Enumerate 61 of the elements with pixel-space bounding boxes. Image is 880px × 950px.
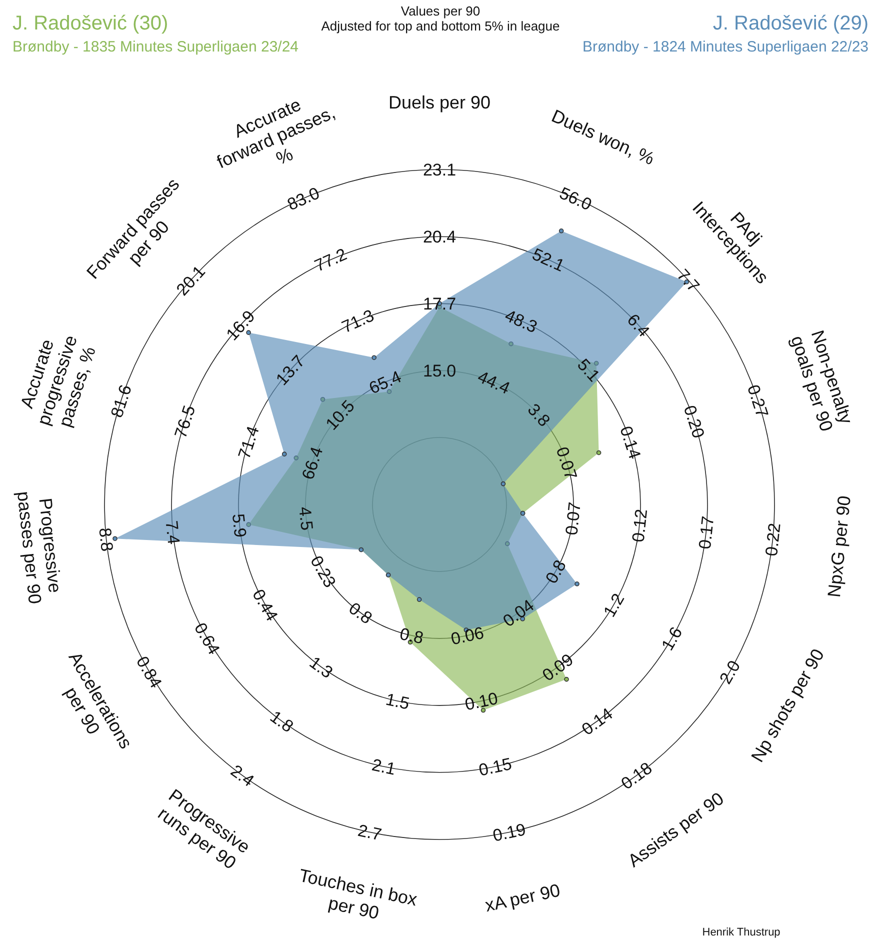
text: 0.8 bbox=[398, 624, 426, 648]
text: J. Radošević (30) bbox=[12, 12, 168, 34]
text: 8.8 bbox=[95, 526, 117, 552]
text: 0.18 bbox=[618, 758, 656, 794]
text: 0.8 bbox=[542, 556, 570, 587]
text: 1.5 bbox=[384, 690, 412, 714]
text: 2.1 bbox=[370, 755, 398, 779]
spoke-label: Touches in box per 90 bbox=[297, 865, 419, 924]
text: Brøndby - 1835 Minutes Superligaen 23/24 bbox=[12, 38, 299, 56]
text: 0.27 bbox=[743, 382, 772, 420]
text: 4.5 bbox=[295, 506, 316, 532]
text: 56.0 bbox=[556, 184, 595, 214]
text: 2.4 bbox=[227, 761, 258, 791]
text: 77.2 bbox=[312, 244, 350, 276]
text: 7.4 bbox=[162, 520, 184, 546]
text: 76.5 bbox=[170, 403, 200, 441]
text: 0.07 bbox=[562, 501, 584, 536]
text: 81.6 bbox=[107, 382, 136, 420]
text: 0.06 bbox=[449, 623, 486, 649]
text: 2.0 bbox=[716, 657, 744, 688]
text: 66.4 bbox=[298, 444, 327, 482]
text: 6.4 bbox=[623, 310, 654, 341]
text: 83.0 bbox=[284, 184, 322, 214]
text: 0.14 bbox=[616, 424, 644, 462]
chart-title: Values per 90 bbox=[400, 4, 480, 18]
text: 44.4 bbox=[474, 367, 513, 398]
text: 1.3 bbox=[306, 652, 336, 682]
text: 3.8 bbox=[524, 400, 554, 430]
text: 52.1 bbox=[529, 244, 568, 276]
spoke-label: NpxG per 90 bbox=[824, 494, 855, 598]
text: 48.3 bbox=[502, 306, 540, 337]
text: 5.9 bbox=[228, 512, 250, 538]
text: 1.2 bbox=[600, 590, 628, 620]
text: 0.07 bbox=[552, 444, 581, 482]
text: 0.17 bbox=[695, 515, 718, 550]
text: 0.04 bbox=[500, 596, 538, 631]
text: 0.14 bbox=[578, 704, 616, 740]
text: 65.4 bbox=[366, 367, 404, 398]
text: 0.8 bbox=[345, 598, 376, 628]
text: 1.6 bbox=[658, 624, 686, 654]
text: 0.09 bbox=[538, 650, 577, 685]
spoke-label: Progressive passes per 90 bbox=[13, 490, 66, 605]
text: Brøndby - 1824 Minutes Superligaen 22/23 bbox=[582, 38, 869, 56]
text: 0.19 bbox=[491, 820, 528, 846]
text: 2.7 bbox=[356, 820, 384, 844]
text: 0.22 bbox=[762, 522, 784, 558]
text: 0.15 bbox=[477, 754, 514, 780]
text: 71.3 bbox=[338, 306, 377, 337]
spoke-label: Duels won, % bbox=[548, 106, 658, 169]
text: 0.20 bbox=[680, 403, 708, 441]
text: Henrik Thustrup bbox=[702, 926, 780, 938]
chart-subtitle: Adjusted for top and bottom 5% in league bbox=[321, 18, 560, 34]
text: J. Radošević (29) bbox=[712, 12, 869, 34]
text: 15.0 bbox=[422, 362, 456, 380]
spoke-label: Duels per 90 bbox=[388, 92, 491, 112]
text: 0.12 bbox=[628, 508, 652, 544]
text: 5.1 bbox=[574, 355, 604, 386]
spoke-label: xA per 90 bbox=[483, 880, 562, 916]
text: 1.8 bbox=[266, 707, 297, 736]
text: 0.10 bbox=[463, 688, 500, 714]
text: 71.4 bbox=[234, 424, 263, 462]
